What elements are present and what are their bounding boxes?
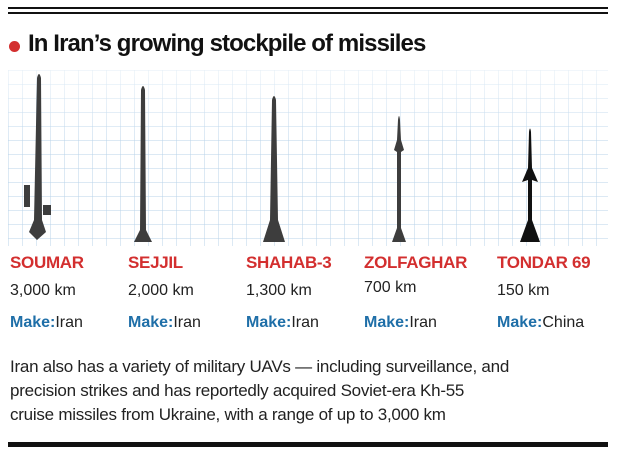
make-label: Make: <box>246 314 292 331</box>
make-label: Make: <box>497 314 543 331</box>
missile-range: 1,300 km <box>246 282 312 299</box>
footnote-line: Iran also has a variety of military UAVs… <box>10 357 510 376</box>
missile-range: 3,000 km <box>10 282 76 299</box>
missile-name: SHAHAB-3 <box>246 253 332 272</box>
make-label: Make: <box>364 314 410 331</box>
make-label: Make: <box>128 314 174 331</box>
missile-name: TONDAR 69 <box>497 253 591 272</box>
make-value: Iran <box>409 314 437 331</box>
bottom-rule <box>8 442 608 447</box>
missile-range: 150 km <box>497 282 550 299</box>
footnote-line: precision strikes and has reportedly acq… <box>10 381 465 400</box>
make-row: Make:China <box>497 314 584 332</box>
make-row: Make:Iran <box>246 314 319 332</box>
missile-range: 700 km <box>364 279 417 296</box>
bullet <box>9 41 20 52</box>
missile-name: SOUMAR <box>10 253 84 272</box>
make-label: Make: <box>10 314 56 331</box>
make-row: Make:Iran <box>364 314 437 332</box>
make-value: Iran <box>173 314 201 331</box>
missile-graphic <box>8 70 608 246</box>
make-value: Iran <box>291 314 319 331</box>
footnote-line: cruise missiles from Ukraine, with a ran… <box>10 405 446 424</box>
make-value: Iran <box>55 314 83 331</box>
missile-range: 2,000 km <box>128 282 194 299</box>
missile-name: ZOLFAGHAR <box>364 253 468 272</box>
missile-name: SEJJIL <box>128 253 183 272</box>
title: In Iran’s growing stockpile of missiles <box>28 30 426 57</box>
make-row: Make:Iran <box>128 314 201 332</box>
top-rule <box>8 12 608 14</box>
top-rule <box>8 7 608 9</box>
make-value: China <box>542 314 585 331</box>
make-row: Make:Iran <box>10 314 83 332</box>
